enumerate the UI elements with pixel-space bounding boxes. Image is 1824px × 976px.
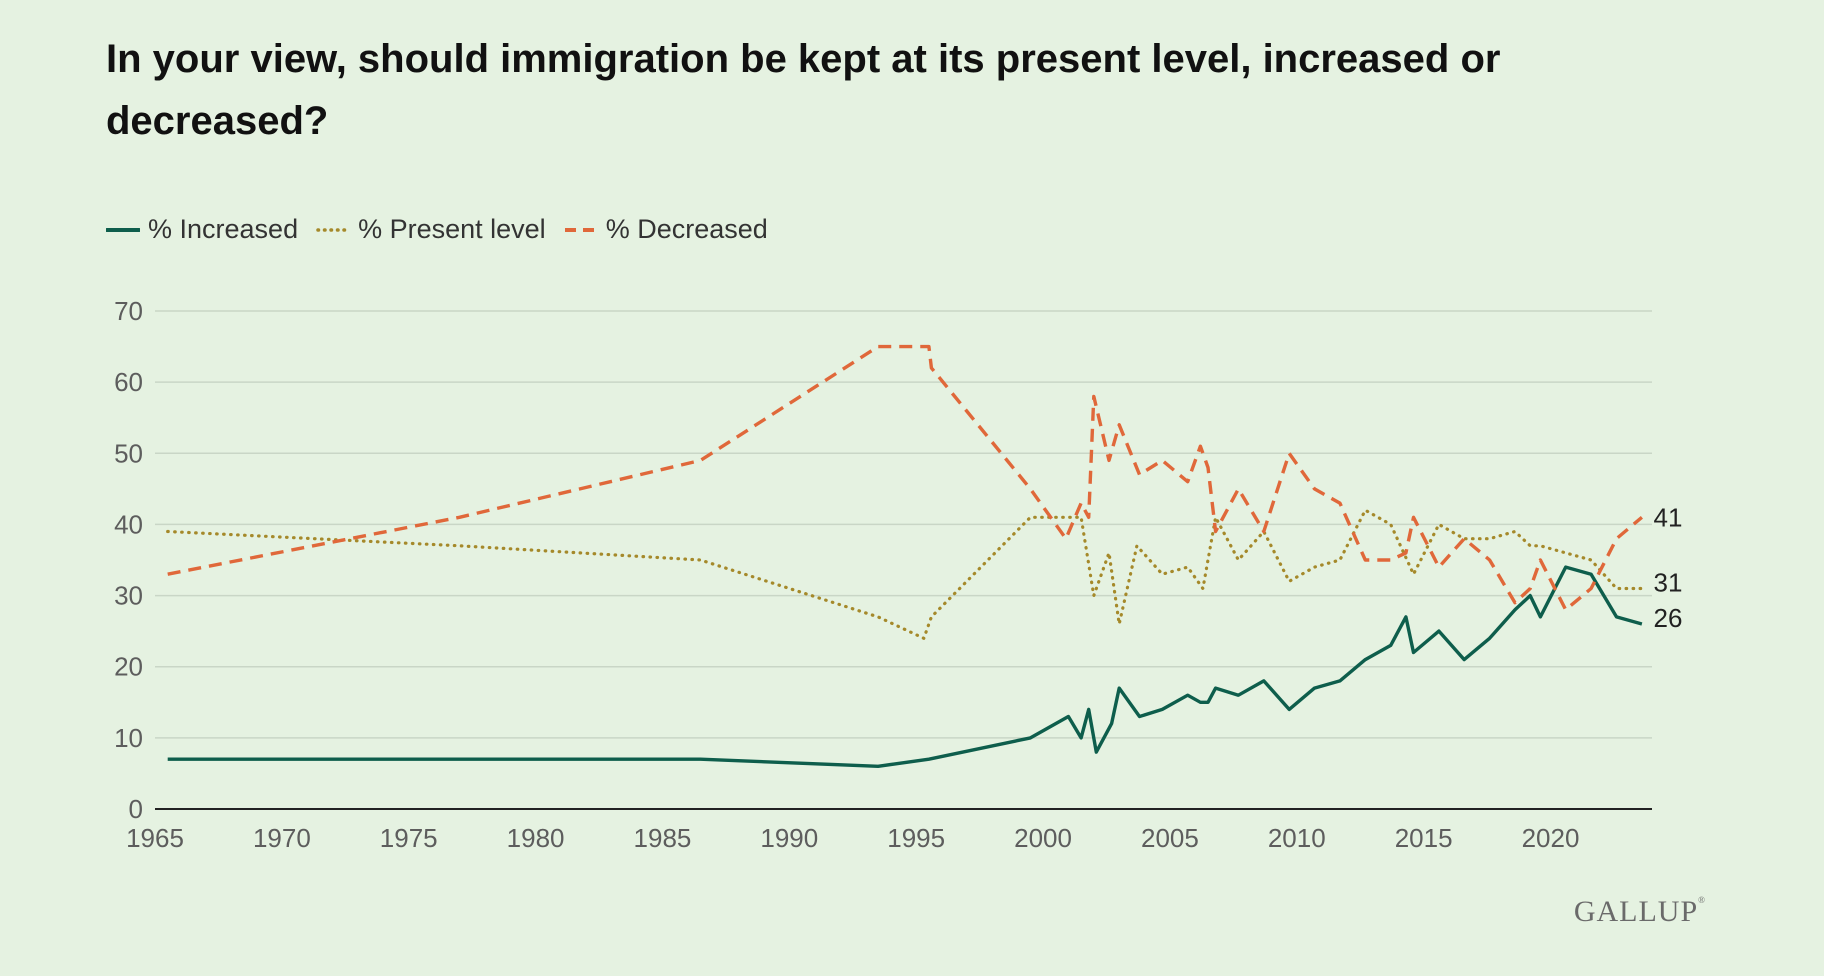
legend-label-present-level: % Present level <box>358 214 546 244</box>
chart-title: In your view, should immigration be kept… <box>106 37 1501 143</box>
series-line-decreased <box>167 344 1643 612</box>
end-label: 31 <box>1654 567 1683 597</box>
y-tick-label: 10 <box>114 723 143 753</box>
gallup-logo: GALLUP® <box>1573 895 1706 928</box>
y-tick-label: 40 <box>114 509 143 539</box>
legend-swatch-increased <box>106 227 140 232</box>
y-tick-label: 50 <box>114 438 143 468</box>
end-label: 26 <box>1654 603 1683 633</box>
x-tick-label: 1975 <box>380 823 438 853</box>
x-tick-label: 2010 <box>1268 823 1326 853</box>
legend-item-present-level: % Present level <box>316 214 546 245</box>
x-tick-label: 1965 <box>126 823 184 853</box>
end-labels: 41 31 26 <box>1654 502 1683 633</box>
y-tick-label: 30 <box>114 581 143 611</box>
end-label: 41 <box>1654 502 1683 532</box>
y-tick-label: 70 <box>114 296 143 326</box>
y-tick-label: 0 <box>129 794 143 824</box>
series-line-present-level <box>166 508 1644 640</box>
legend-swatch-decreased <box>564 227 597 232</box>
x-tick-label: 1995 <box>887 823 945 853</box>
y-axis-ticks: 0 10 20 30 40 50 60 70 <box>114 296 143 824</box>
x-axis-ticks: 1965 1970 1975 1980 1985 1990 1995 2000 2005 2010… <box>126 823 1579 853</box>
y-tick-label: 20 <box>114 652 143 682</box>
legend-swatch-present-level <box>316 227 351 232</box>
legend-label-decreased: % Decreased <box>605 214 768 244</box>
legend-label-increased: % Increased <box>148 214 299 244</box>
series-line-increased <box>167 565 1643 768</box>
x-tick-label: 2020 <box>1522 823 1580 853</box>
x-tick-label: 1980 <box>507 823 565 853</box>
y-tick-label: 60 <box>114 367 143 397</box>
chart-legend: % Increased % Present level % Decreased <box>106 214 768 245</box>
series-lines <box>166 344 1644 768</box>
x-tick-label: 1970 <box>253 823 311 853</box>
x-tick-label: 1990 <box>760 823 818 853</box>
x-tick-label: 2000 <box>1014 823 1072 853</box>
legend-item-increased: % Increased <box>106 214 298 245</box>
legend-item-decreased: % Decreased <box>564 214 768 245</box>
gridlines <box>155 310 1652 810</box>
x-tick-label: 2015 <box>1395 823 1453 853</box>
x-tick-label: 2005 <box>1141 823 1199 853</box>
x-tick-label: 1985 <box>634 823 692 853</box>
